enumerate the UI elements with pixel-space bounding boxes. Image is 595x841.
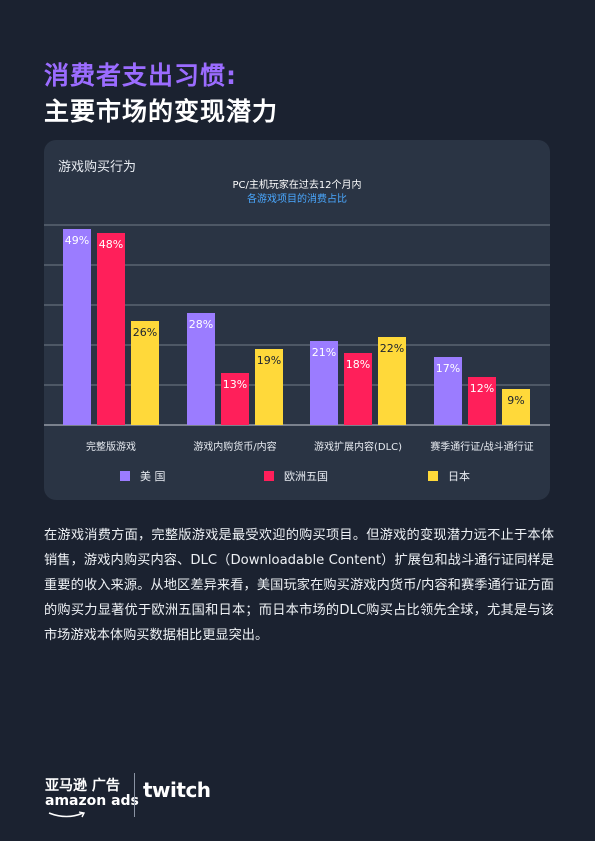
bar-us-2 xyxy=(310,341,338,425)
chart-card: 游戏购买行为 PC/主机玩家在过去12个月内 各游戏项目的消费占比 49% 48%… xyxy=(44,140,550,500)
data-label-us-2: 21% xyxy=(312,346,336,359)
legend-item-eu5: 欧洲五国 xyxy=(264,468,328,484)
page-title-line1: 消费者支出习惯: xyxy=(44,61,237,90)
bar-us-1 xyxy=(187,313,215,425)
data-label-us-3: 17% xyxy=(436,362,460,375)
body-paragraph: 在游戏消费方面，完整版游戏是最受欢迎的购买项目。但游戏的变现潜力远不止于本体销售… xyxy=(44,528,554,643)
legend-swatch-jp xyxy=(428,471,438,481)
data-label-jp-3: 9% xyxy=(507,394,524,407)
bar-eu5-3 xyxy=(468,377,496,425)
bar-eu5-0 xyxy=(97,233,125,425)
logo-divider xyxy=(134,773,135,817)
chart-subtitle: 各游戏项目的消费占比 xyxy=(247,194,347,205)
bar-eu5-1 xyxy=(221,373,249,425)
data-label-jp-2: 22% xyxy=(380,342,404,355)
data-label-eu5-2: 18% xyxy=(346,358,370,371)
data-label-eu5-3: 12% xyxy=(470,382,494,395)
data-label-eu5-1: 13% xyxy=(223,378,247,391)
bar-jp-3 xyxy=(502,389,530,425)
chart-card-label: 游戏购买行为 xyxy=(58,160,137,175)
data-label-jp-1: 19% xyxy=(257,354,281,367)
chart-title: PC/主机玩家在过去12个月内 xyxy=(232,180,362,191)
amazon-ads-logo-text: amazon ads xyxy=(45,793,139,809)
category-label-0: 完整版游戏 xyxy=(86,440,136,453)
twitch-logo: twitch xyxy=(143,778,211,802)
legend-swatch-us xyxy=(120,471,130,481)
bar-eu5-2 xyxy=(344,353,372,425)
category-label-3: 赛季通行证/战斗通行证 xyxy=(430,440,533,453)
data-label-eu5-0: 48% xyxy=(99,238,123,251)
data-label-us-0: 49% xyxy=(65,234,89,247)
amazon-ads-logo-cn: 亚马逊 广告 xyxy=(45,778,120,794)
bar-jp-1 xyxy=(255,349,283,425)
page-title-line2: 主要市场的变现潜力 xyxy=(44,97,279,126)
bar-chart: 49% 48% 26% 完整版游戏 28% 13% 19% 游戏内购货币/内容 21% 18% 22… xyxy=(44,224,550,453)
category-label-1: 游戏内购货币/内容 xyxy=(193,440,276,453)
amazon-smile-icon xyxy=(48,811,86,818)
legend-swatch-eu5 xyxy=(264,471,274,481)
bar-jp-2 xyxy=(378,337,406,425)
bar-jp-0 xyxy=(131,321,159,425)
legend-label-eu5: 欧洲五国 xyxy=(284,470,328,483)
legend-label-jp: 日本 xyxy=(448,470,470,483)
bar-us-0 xyxy=(63,229,91,425)
data-label-jp-0: 26% xyxy=(133,326,157,339)
legend-item-jp: 日本 xyxy=(428,468,470,484)
category-label-2: 游戏扩展内容(DLC) xyxy=(314,440,402,453)
legend-label-us: 美 国 xyxy=(140,470,166,483)
data-label-us-1: 28% xyxy=(189,318,213,331)
bar-us-3 xyxy=(434,357,462,425)
legend-item-us: 美 国 xyxy=(120,468,166,484)
